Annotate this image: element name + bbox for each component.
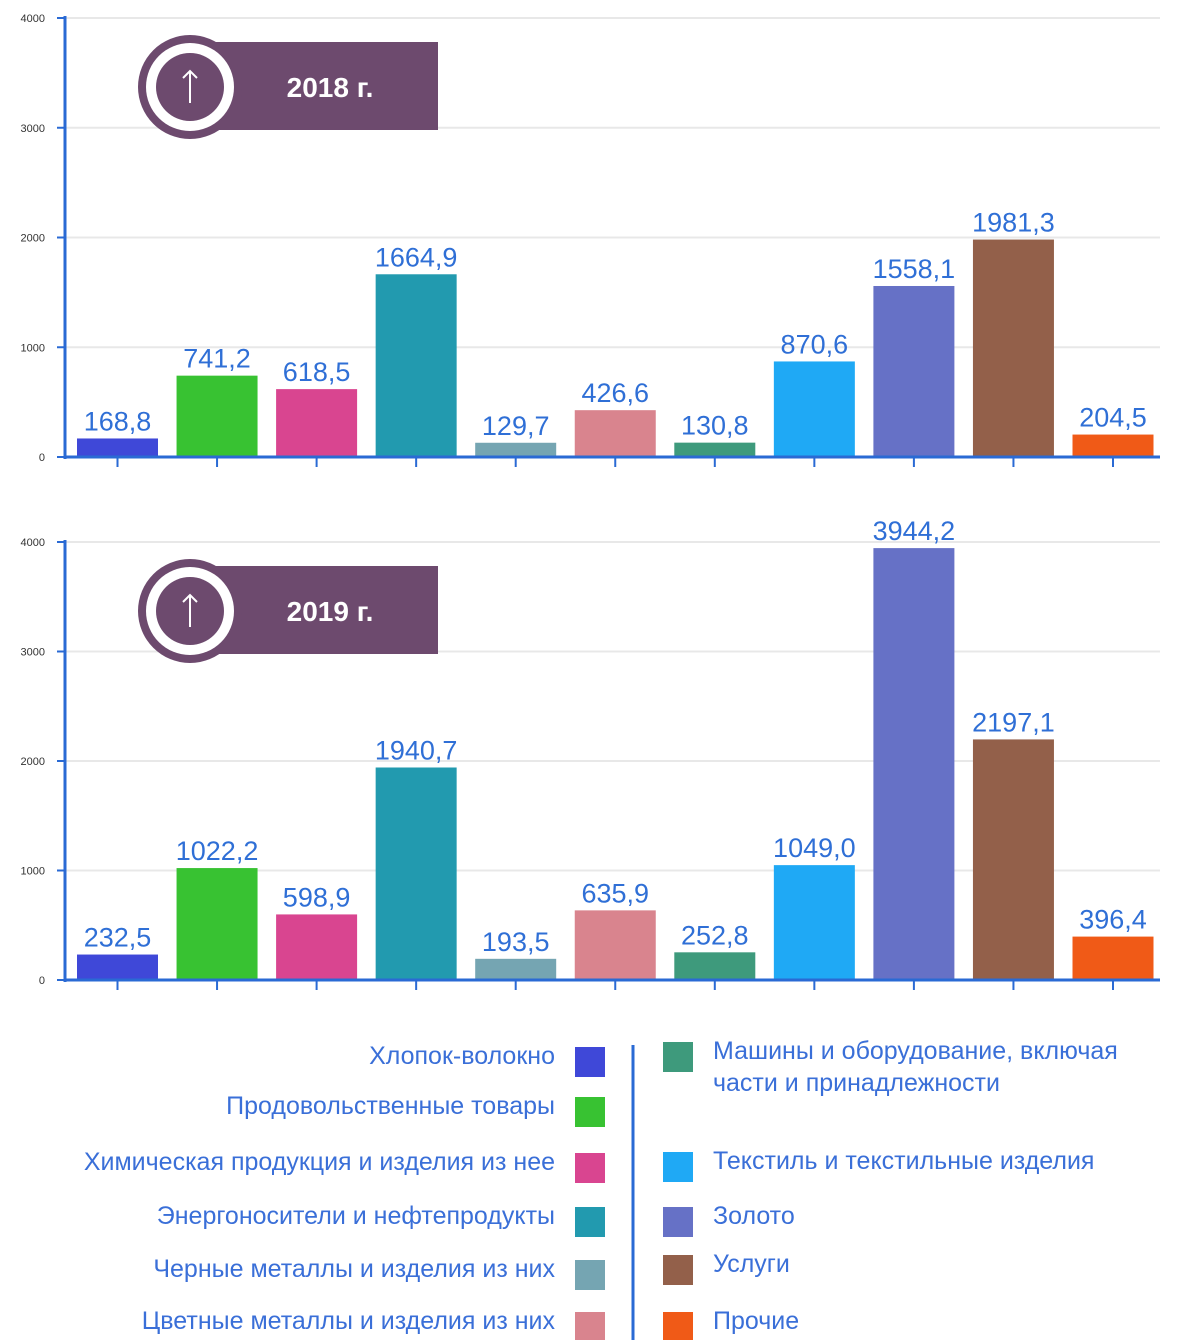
bar: [77, 954, 158, 980]
bar: [1072, 434, 1154, 457]
value-label: 168,8: [84, 406, 152, 436]
bar: [176, 375, 258, 457]
value-label: 618,5: [283, 357, 351, 387]
bar: [873, 285, 955, 457]
value-label: 1981,3: [972, 208, 1055, 238]
legend-label: Прочие: [713, 1307, 800, 1335]
legend-label: Золото: [713, 1202, 795, 1230]
value-label: 1022,2: [176, 836, 259, 866]
value-label: 129,7: [482, 411, 550, 441]
badge-arrow: [182, 593, 198, 627]
value-label: 130,8: [681, 411, 749, 441]
legend-swatch: [575, 1047, 605, 1077]
legend-label: Текстиль и текстильные изделия: [713, 1147, 1095, 1175]
bar: [475, 442, 557, 457]
legend-label: Хлопок-волокно: [369, 1042, 555, 1070]
y-tick-label: 2000: [21, 756, 45, 768]
value-label: 1049,0: [773, 833, 856, 863]
legend-label: Продовольственные товары: [226, 1092, 555, 1120]
y-tick-label: 2000: [21, 233, 45, 245]
value-label: 741,2: [183, 344, 251, 374]
bar: [475, 958, 557, 980]
y-tick-label: 1000: [21, 866, 45, 878]
bar: [773, 361, 855, 457]
bar: [375, 767, 457, 980]
badge-arrow: [182, 69, 198, 103]
value-label: 396,4: [1079, 905, 1147, 935]
legend-swatch: [575, 1260, 605, 1290]
value-label: 232,5: [84, 923, 152, 953]
y-tick-label: 0: [39, 975, 45, 987]
y-tick-label: 0: [39, 452, 45, 464]
value-label: 1664,9: [375, 242, 458, 272]
value-label: 598,9: [283, 882, 351, 912]
value-label: 635,9: [581, 878, 649, 908]
bar: [77, 438, 158, 457]
bar: [574, 410, 656, 457]
legend-swatch: [575, 1207, 605, 1237]
value-label: 426,6: [581, 378, 649, 408]
bar: [375, 274, 457, 457]
chart-title: 2019 г.: [287, 596, 374, 627]
bar: [972, 239, 1054, 457]
bar: [1072, 936, 1154, 980]
legend-swatch: [663, 1255, 693, 1285]
y-tick-label: 3000: [21, 647, 45, 659]
chart-title: 2018 г.: [287, 72, 374, 103]
value-label: 204,5: [1079, 403, 1147, 433]
bar: [176, 868, 258, 980]
y-tick-label: 4000: [21, 537, 45, 549]
legend-label: Энергоносители и нефтепродукты: [156, 1202, 555, 1230]
bar: [873, 548, 955, 980]
bar: [276, 389, 358, 457]
legend-swatch: [575, 1153, 605, 1183]
legend-label: Черные металлы и изделия из них: [153, 1255, 555, 1283]
bar: [972, 739, 1054, 980]
legend-swatch: [575, 1312, 605, 1340]
value-label: 1940,7: [375, 735, 458, 765]
legend-label: Услуги: [713, 1250, 790, 1278]
bar: [276, 914, 358, 980]
value-label: 193,5: [482, 927, 550, 957]
value-label: 1558,1: [873, 254, 956, 284]
value-label: 2197,1: [972, 707, 1055, 737]
legend-swatch: [663, 1152, 693, 1182]
bar: [574, 910, 656, 980]
legend-label: Машины и оборудование, включая части и п…: [713, 1037, 1118, 1097]
y-tick-label: 3000: [21, 123, 45, 135]
bar: [674, 952, 756, 980]
value-label: 3944,2: [873, 516, 956, 546]
legend-label: Цветные металлы и изделия из них: [141, 1307, 555, 1335]
y-tick-label: 4000: [21, 13, 45, 25]
legend-swatch: [663, 1042, 693, 1072]
legend-swatch: [663, 1207, 693, 1237]
y-tick-label: 1000: [21, 342, 45, 354]
legend-swatch: [575, 1097, 605, 1127]
legend-swatch: [663, 1312, 693, 1340]
value-label: 870,6: [781, 329, 849, 359]
bar: [773, 865, 855, 980]
legend-label: Химическая продукция и изделия из нее: [83, 1148, 555, 1176]
value-label: 252,8: [681, 920, 749, 950]
bar: [674, 442, 756, 457]
